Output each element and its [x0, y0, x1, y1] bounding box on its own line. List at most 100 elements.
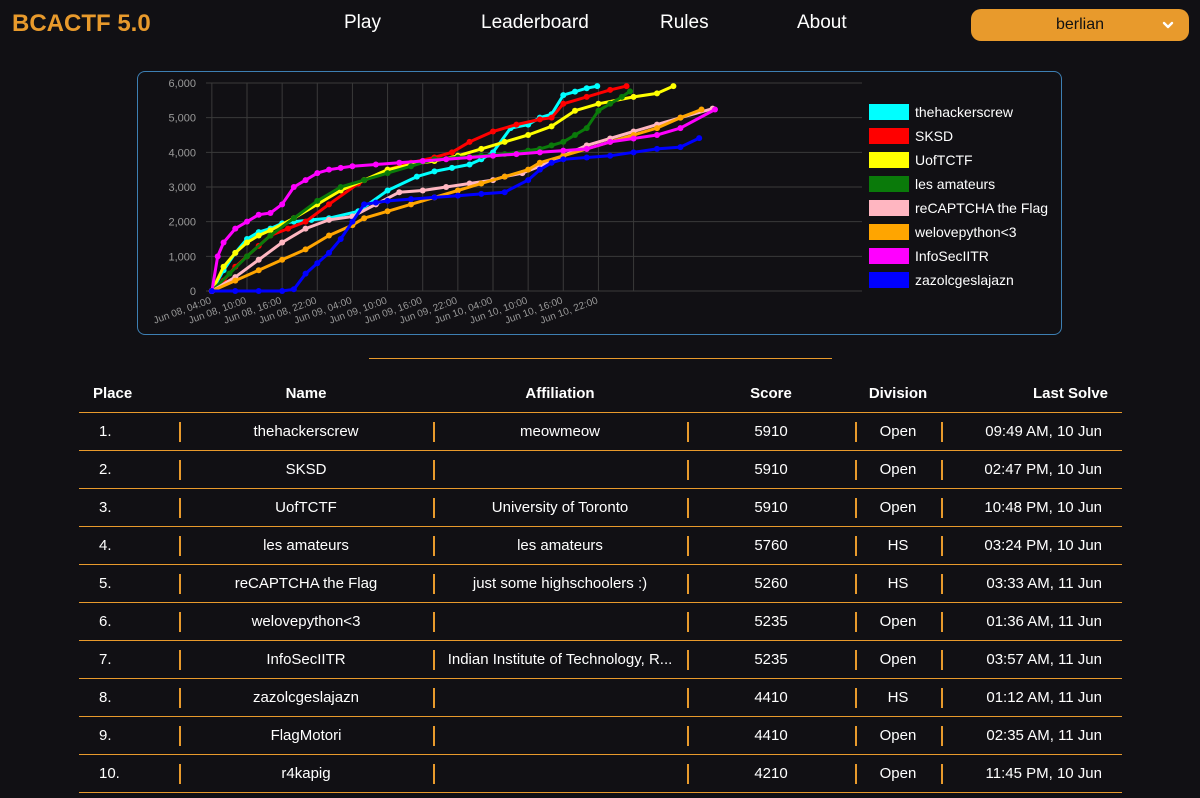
nav-rules[interactable]: Rules [660, 12, 709, 33]
cell-division: Open [855, 640, 941, 679]
cell-place-text: 8. [99, 689, 112, 706]
table-row[interactable]: 9. FlagMotori 4410 Open 02:35 AM, 11 Jun [79, 716, 1122, 755]
data-point [326, 201, 332, 208]
legend-label: zazolcgeslajazn [915, 272, 1014, 288]
data-point [654, 90, 660, 97]
data-point [583, 145, 590, 152]
data-point [408, 196, 414, 203]
cell-name-text[interactable]: r4kapig [281, 765, 331, 782]
cell-name-text[interactable]: zazolcgeslajazn [253, 689, 359, 706]
column-separator [855, 536, 857, 556]
cell-division: HS [855, 678, 941, 717]
table-row[interactable]: 5. reCAPTCHA the Flag just some highschool… [79, 564, 1122, 603]
data-point [396, 189, 403, 196]
data-point [677, 125, 684, 132]
column-separator [179, 574, 181, 594]
nav-about[interactable]: About [797, 12, 847, 33]
table-row[interactable]: 7. InfoSecIITR Indian Institute of Technol… [79, 640, 1122, 679]
data-point [255, 267, 262, 274]
cell-division-text: Open [879, 765, 917, 782]
table-row[interactable]: 10. r4kapig 4210 Open 11:45 PM, 10 Jun [79, 754, 1122, 793]
column-separator [433, 498, 435, 518]
cell-name-text[interactable]: welovepython<3 [251, 613, 361, 630]
column-separator [855, 612, 857, 632]
table-row[interactable]: 1. thehackerscrew meowmeow 5910 Open 09:49 AM… [79, 412, 1122, 451]
data-point [302, 246, 309, 253]
data-point [449, 149, 455, 156]
data-point [290, 215, 297, 222]
nav-leaderboard[interactable]: Leaderboard [481, 12, 589, 33]
data-point [302, 177, 309, 184]
cell-name-text[interactable]: FlagMotori [270, 727, 342, 744]
cell-name-text[interactable]: les amateurs [263, 537, 349, 554]
cell-division-text: HS [887, 537, 909, 554]
column-separator [941, 650, 943, 670]
data-point [314, 170, 321, 177]
data-point [630, 135, 637, 142]
data-point [560, 156, 567, 163]
username-label: berlian [1055, 16, 1105, 33]
table-row[interactable]: 3. UofTCTF University of Toronto 5910 Open 10… [79, 488, 1122, 527]
cell-place-text: 3. [99, 499, 112, 516]
series-line [211, 136, 700, 293]
data-point [326, 249, 332, 256]
data-point [630, 93, 637, 100]
data-point [279, 256, 286, 263]
data-point [536, 149, 543, 156]
cell-last-solve: 02:47 PM, 10 Jun [941, 450, 1122, 489]
cell-name-text[interactable]: reCAPTCHA the Flag [234, 575, 378, 592]
data-point [326, 232, 332, 239]
brand-logo[interactable]: BCACTF 5.0 [12, 10, 151, 37]
data-point [419, 158, 426, 164]
cell-last-solve-text: 09:49 AM, 10 Jun [985, 423, 1102, 440]
data-point [267, 210, 274, 216]
nav-play[interactable]: Play [344, 12, 381, 33]
legend-label: InfoSecIITR [915, 248, 989, 264]
data-point [607, 138, 614, 145]
data-point [560, 138, 567, 145]
user-menu-button[interactable]: berlian [971, 9, 1189, 41]
cell-name: r4kapig [179, 754, 433, 793]
cell-affiliation: just some highschoolers :) [433, 564, 687, 603]
data-point [302, 218, 309, 225]
cell-score: 5910 [687, 488, 855, 527]
column-separator [687, 688, 689, 708]
y-tick-label: 0 [190, 286, 196, 298]
cell-score-text: 5260 [754, 575, 788, 592]
cell-last-solve: 11:45 PM, 10 Jun [941, 754, 1122, 793]
cell-name-text[interactable]: SKSD [285, 461, 327, 478]
legend-label: thehackerscrew [915, 104, 1014, 120]
cell-name: zazolcgeslajazn [179, 678, 433, 717]
table-row[interactable]: 6. welovepython<3 5235 Open 01:36 AM, 11 Jun [79, 602, 1122, 641]
table-header-row: Place Name Affiliation Score Division La… [79, 375, 1122, 413]
cell-last-solve-text: 02:35 AM, 11 Jun [986, 727, 1102, 744]
cell-division-text: HS [887, 689, 909, 706]
data-point [232, 249, 239, 256]
data-point [384, 187, 391, 194]
cell-name-text[interactable]: UofTCTF [275, 499, 337, 516]
legend-swatch [869, 200, 909, 216]
data-point [419, 187, 426, 194]
cell-last-solve-text: 03:24 PM, 10 Jun [984, 537, 1102, 554]
data-point [525, 132, 532, 138]
table-row[interactable]: 4. les amateurs les amateurs 5760 HS 03:24 PM… [79, 526, 1122, 565]
cell-affiliation-text: just some highschoolers :) [472, 575, 648, 592]
cell-division-text: HS [887, 575, 909, 592]
data-point [337, 184, 344, 190]
data-point [431, 168, 438, 175]
cell-name-text[interactable]: InfoSecIITR [266, 651, 346, 668]
data-point [513, 121, 520, 128]
data-point [279, 201, 286, 208]
cell-division-text: Open [879, 651, 917, 668]
data-point [443, 156, 450, 163]
data-point [595, 107, 602, 114]
cell-name-text[interactable]: thehackerscrew [253, 423, 359, 440]
data-point [244, 218, 250, 225]
column-separator [179, 460, 181, 480]
y-tick-label: 3,000 [168, 182, 196, 194]
data-point [449, 164, 455, 171]
data-point [267, 227, 274, 234]
table-row[interactable]: 2. SKSD 5910 Open 02:47 PM, 10 Jun [79, 450, 1122, 489]
data-point [337, 164, 344, 171]
table-row[interactable]: 8. zazolcgeslajazn 4410 HS 01:12 AM, 11 Jun [79, 678, 1122, 717]
